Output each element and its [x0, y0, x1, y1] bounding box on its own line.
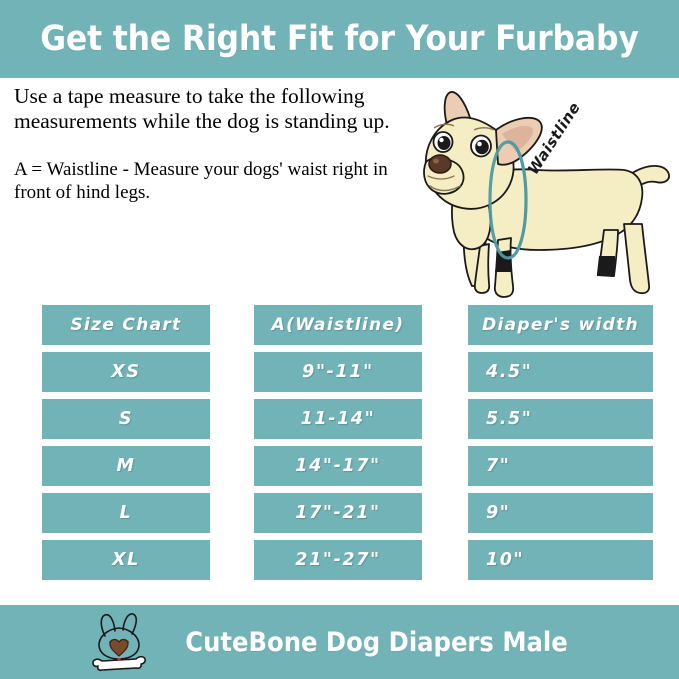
- table-row: XL 21"-27" 10": [0, 540, 679, 580]
- column-header-waistline: A(Waistline): [254, 305, 422, 345]
- dog-eyes: [432, 131, 492, 158]
- cell-waistline: 14"-17": [254, 446, 422, 486]
- table-row: S 11-14" 5.5": [0, 399, 679, 439]
- footer-banner: CuteBone Dog Diapers Male: [0, 605, 679, 679]
- intro-paragraph-1: Use a tape measure to take the following…: [14, 84, 390, 134]
- column-header-diaper-width: Diaper's width: [468, 305, 653, 345]
- dog-nose: [428, 154, 452, 174]
- intro-text-block: Use a tape measure to take the following…: [14, 84, 418, 204]
- logo-heart-nose: [109, 638, 129, 657]
- cell-size: XL: [42, 540, 210, 580]
- size-chart-table: Size Chart A(Waistline) Diaper's width X…: [0, 305, 679, 587]
- cell-diaper-width: 4.5": [468, 352, 653, 392]
- cell-diaper-width: 9": [468, 493, 653, 533]
- table-header-row: Size Chart A(Waistline) Diaper's width: [0, 305, 679, 345]
- cell-diaper-width: 5.5": [468, 399, 653, 439]
- cell-waistline: 21"-27": [254, 540, 422, 580]
- logo-bone: [92, 655, 146, 672]
- dog-brow-left: [433, 123, 455, 129]
- dog-lip: [427, 175, 455, 180]
- cell-diaper-width: 10": [468, 540, 653, 580]
- brand-name: CuteBone Dog Diapers Male: [185, 626, 568, 658]
- cell-waistline: 11-14": [254, 399, 422, 439]
- cell-waistline: 17"-21": [254, 493, 422, 533]
- intro-paragraph-2: A = Waistline - Measure your dogs' waist…: [14, 158, 388, 203]
- logo-ear-left: [100, 613, 116, 637]
- page-title: Get the Right Fit for Your Furbaby: [40, 18, 639, 59]
- dog-head-bone-logo-icon: [90, 612, 152, 672]
- logo-ear-right: [122, 613, 138, 635]
- table-row: XS 9"-11" 4.5": [0, 352, 679, 392]
- cell-size: L: [42, 493, 210, 533]
- dog-body: [462, 168, 644, 287]
- table-row: L 17"-21" 9": [0, 493, 679, 533]
- waistline-ellipse: [488, 140, 528, 260]
- column-header-size: Size Chart: [42, 305, 210, 345]
- logo-tongue: [117, 658, 121, 661]
- table-row: M 14"-17" 7": [0, 446, 679, 486]
- dog-nose-highlight: [433, 158, 439, 164]
- dog-front-sock: [495, 250, 511, 272]
- dog-front-leg-far: [473, 243, 491, 294]
- header-banner: Get the Right Fit for Your Furbaby: [0, 0, 679, 78]
- dog-brow-right: [473, 127, 495, 131]
- cell-diaper-width: 7": [468, 446, 653, 486]
- cell-size: S: [42, 399, 210, 439]
- dog-illustration: [418, 80, 679, 305]
- cell-size: M: [42, 446, 210, 486]
- dog-mouth: [429, 185, 461, 192]
- dog-hind-sock: [597, 256, 615, 277]
- dog-ear-inner: [502, 126, 534, 152]
- dog-hind-leg-near: [623, 223, 651, 295]
- cell-waistline: 9"-11": [254, 352, 422, 392]
- cell-size: XS: [42, 352, 210, 392]
